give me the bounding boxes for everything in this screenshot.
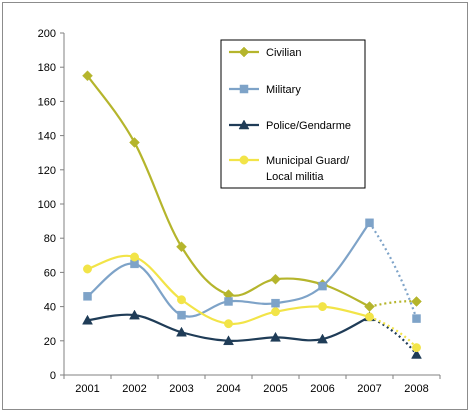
data-point-circle xyxy=(412,343,421,353)
legend-swatch-circle xyxy=(239,155,249,165)
legend: Civilian Military Police/Gendarme Municipal… xyxy=(220,39,366,189)
legend-label: Municipal Guard/ xyxy=(266,155,350,167)
y-tick-label: 120 xyxy=(38,165,56,177)
legend-label: Military xyxy=(266,84,301,96)
data-point-triangle xyxy=(270,331,281,342)
series-square xyxy=(83,218,421,323)
x-tick-label: 2005 xyxy=(263,383,287,395)
y-tick-label: 160 xyxy=(38,96,56,108)
data-point-diamond xyxy=(129,137,140,148)
legend-swatch-triangle xyxy=(238,119,250,130)
data-point-triangle xyxy=(411,348,422,359)
data-point-diamond xyxy=(270,273,281,285)
y-tick-label: 100 xyxy=(38,199,56,211)
data-point-triangle xyxy=(176,326,187,337)
data-point-circle xyxy=(224,319,233,329)
data-point-square xyxy=(318,281,327,291)
x-tick-label: 2001 xyxy=(75,383,99,395)
y-tick-label: 20 xyxy=(44,336,56,348)
legend-swatch-diamond xyxy=(238,46,250,58)
y-tick-label: 60 xyxy=(44,267,56,279)
data-point-triangle xyxy=(317,333,328,344)
data-point-square xyxy=(83,292,92,301)
x-tick-label: 2003 xyxy=(169,383,193,395)
x-tick-label: 2007 xyxy=(357,383,381,395)
legend-label: Police/Gendarme xyxy=(266,120,351,132)
data-point-triangle xyxy=(223,335,234,346)
y-tick-label: 40 xyxy=(44,302,56,314)
x-tick-label: 2004 xyxy=(216,383,240,395)
series-line-dashed xyxy=(369,315,418,356)
legend-label: Civilian xyxy=(266,47,301,59)
data-point-diamond xyxy=(176,241,187,253)
y-tick-label: 200 xyxy=(38,28,56,40)
data-point-circle xyxy=(318,302,327,312)
data-point-diamond xyxy=(82,70,93,82)
data-point-square xyxy=(412,314,421,323)
y-tick-label: 140 xyxy=(38,131,56,143)
data-point-square xyxy=(365,218,374,228)
series-line-dashed xyxy=(369,300,417,308)
data-point-triangle xyxy=(129,309,140,320)
series-layer xyxy=(82,70,422,359)
data-point-diamond xyxy=(364,301,375,312)
data-point-square xyxy=(271,298,280,308)
data-point-circle xyxy=(130,252,139,262)
x-tick-label: 2006 xyxy=(310,383,334,395)
data-point-triangle xyxy=(82,314,93,325)
series-line-dashed xyxy=(369,315,418,349)
data-point-circle xyxy=(83,264,92,274)
x-tick-label: 2008 xyxy=(404,383,428,395)
series-line-dashed xyxy=(368,222,418,319)
series-circle xyxy=(83,252,421,353)
data-point-circle xyxy=(271,307,280,317)
data-point-square xyxy=(177,310,186,320)
data-point-circle xyxy=(177,295,186,305)
data-point-circle xyxy=(365,312,374,322)
y-tick-label: 180 xyxy=(38,62,56,74)
axes: 0 20 40 60 80 100 120 140 160 180 200 2001 2002 2003 2… xyxy=(38,28,441,395)
y-tick-label: 80 xyxy=(44,233,56,245)
data-point-square xyxy=(224,297,233,306)
legend-swatch-square xyxy=(239,84,249,94)
x-tick-label: 2002 xyxy=(122,383,146,395)
data-point-diamond xyxy=(411,296,422,307)
legend-label: Local militia xyxy=(266,171,324,183)
y-tick-label: 0 xyxy=(50,370,56,382)
